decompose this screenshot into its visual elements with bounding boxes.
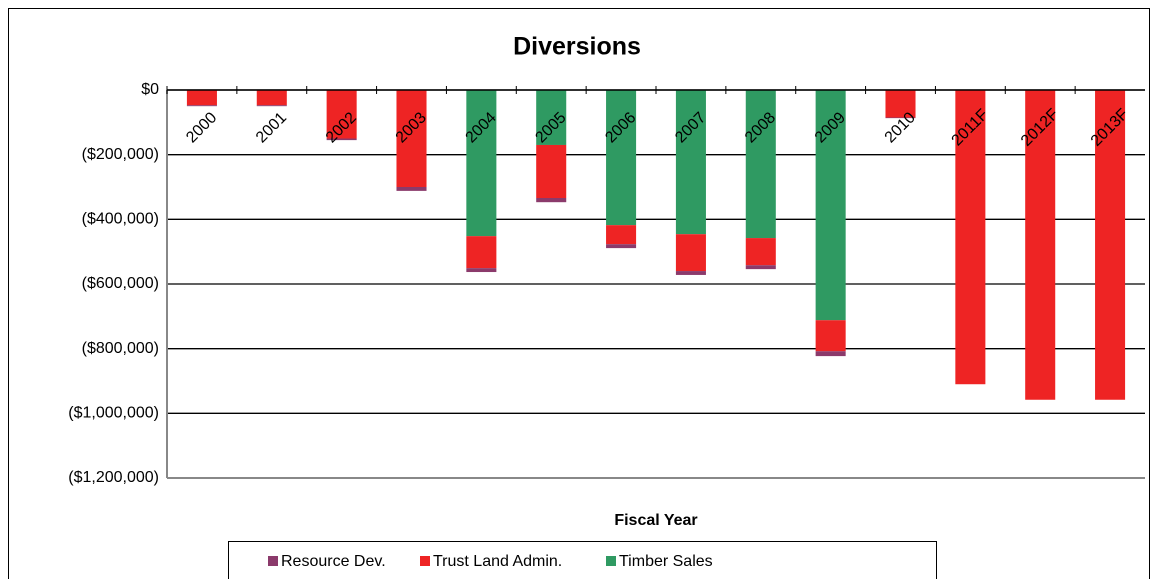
bar-segment [396, 187, 427, 191]
bar-segment [815, 90, 846, 321]
bar-segment [606, 90, 637, 226]
bar-segment [675, 234, 706, 272]
bar-segment [815, 320, 846, 352]
bar-segment [885, 117, 916, 119]
bar-segment [186, 105, 217, 107]
y-tick-label: ($1,000,000) [68, 405, 159, 422]
bar-segment [745, 265, 776, 270]
bar-segment [466, 236, 497, 269]
bar-segment [885, 90, 916, 118]
bar-segment [536, 197, 567, 203]
y-tick-label: $0 [141, 81, 159, 98]
bar-segment [606, 244, 637, 249]
bar-segment [745, 90, 776, 239]
bar-segment [326, 138, 357, 141]
bar-segment [536, 90, 567, 145]
legend-box [228, 541, 937, 579]
legend-label: Trust Land Admin. [433, 553, 562, 570]
legend-swatch [420, 556, 430, 566]
bar-segment [675, 271, 706, 275]
x-axis-label: Fiscal Year [614, 512, 697, 529]
bar-segment [745, 238, 776, 266]
legend-label: Timber Sales [619, 553, 713, 570]
bar-segment [606, 225, 637, 245]
bar-segment [256, 105, 287, 107]
chart-title: Diversions [513, 33, 641, 61]
legend-swatch [606, 556, 616, 566]
y-tick-label: ($200,000) [82, 146, 159, 163]
bar-segment [1095, 90, 1126, 400]
bar-segment [256, 90, 287, 106]
bar-segment [1025, 90, 1056, 400]
bar-segment [536, 144, 567, 198]
bar-segment [955, 90, 986, 385]
bar-segment [186, 90, 217, 106]
bar-segment [675, 90, 706, 235]
legend-label: Resource Dev. [281, 553, 386, 570]
bar-segment [815, 351, 846, 357]
y-tick-label: ($1,200,000) [68, 469, 159, 486]
bar-segment [466, 268, 497, 273]
bar-segment [396, 90, 427, 187]
y-tick-label: ($600,000) [82, 275, 159, 292]
y-tick-label: ($800,000) [82, 340, 159, 357]
y-tick-label: ($400,000) [82, 211, 159, 228]
legend-swatch [268, 556, 278, 566]
bar-segment [326, 90, 357, 139]
bar-segment [466, 90, 497, 237]
